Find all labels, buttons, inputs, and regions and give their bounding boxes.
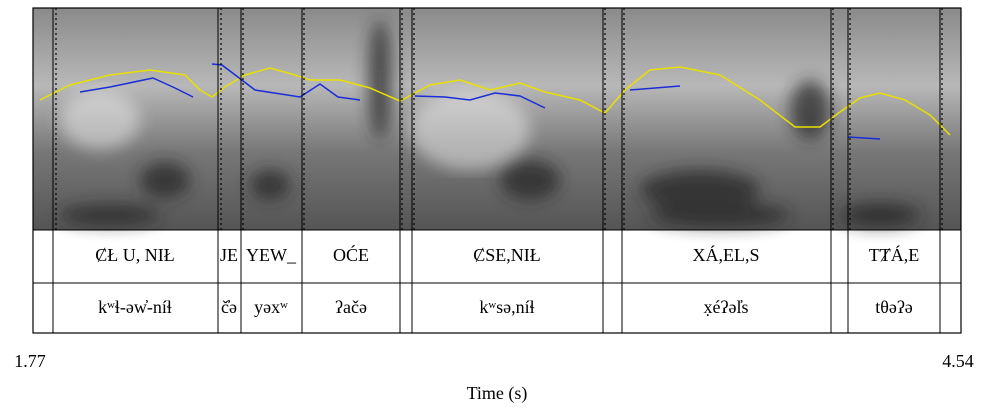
tier-label: ʔačə	[335, 297, 367, 317]
tier-label: OĆE	[333, 244, 369, 265]
tier-label: yəxʷ	[254, 297, 288, 317]
spectrogram	[33, 8, 961, 230]
tier-label: kʷsə,níɬ	[479, 297, 534, 317]
tier-label: tθəʔə	[875, 297, 913, 317]
pitch-contour	[79, 63, 881, 140]
tier-label: YEW_	[246, 245, 297, 265]
frame	[32, 7, 962, 334]
tier-label: x̣éʔəl̓s	[704, 297, 749, 317]
tier-label: kʷɬ-əw̓-níɬ	[98, 297, 172, 317]
tier-label: XÁ,EL,S	[693, 244, 760, 265]
tier-label: ȻSE,NIŁ	[473, 245, 541, 265]
boundaries	[52, 8, 943, 333]
tier-label: TȾÁ,E	[869, 244, 919, 265]
tier-label: č̓ə	[221, 297, 237, 317]
intensity-contour	[39, 66, 951, 136]
axis-end: 4.54	[942, 351, 974, 371]
tier-label: ȻŁ U, NIŁ	[95, 245, 175, 265]
tier-label: JE	[220, 245, 238, 265]
axis-start: 1.77	[14, 351, 46, 371]
axis-label: Time (s)	[467, 383, 528, 404]
